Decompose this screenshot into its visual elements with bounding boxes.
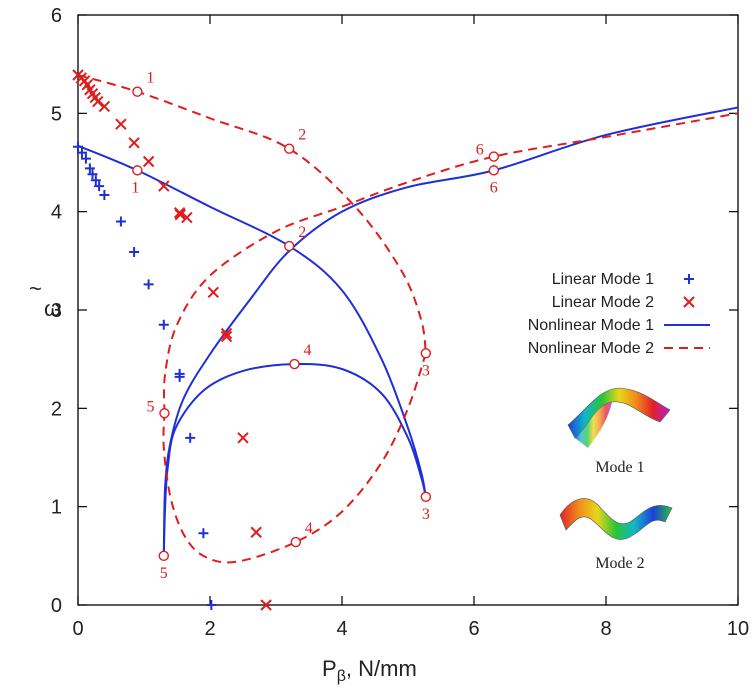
nonlinear-mode2-curve <box>77 74 427 354</box>
x-axis-unit: , N/mm <box>346 656 417 681</box>
linear-mode1-point <box>206 600 217 610</box>
point-marker <box>132 165 143 176</box>
legend: Linear Mode 1 Linear Mode 2 Nonlinear Mode… <box>528 271 710 357</box>
linear-mode1-point <box>115 216 126 227</box>
point-label: 1 <box>131 179 139 196</box>
legend-plus-swatch <box>684 274 694 284</box>
point-marker <box>158 550 170 562</box>
x-axis-subscript: β <box>337 668 346 685</box>
point-marker <box>132 86 143 97</box>
point-label: 2 <box>298 127 306 144</box>
linear-mode2-point <box>158 180 170 192</box>
point-label: 2 <box>298 224 306 241</box>
point-label: 3 <box>422 362 430 379</box>
linear-mode1-point <box>129 246 140 257</box>
curve-markers: 1 2 3 4 5 6 1 2 3 4 5 6 <box>131 70 499 582</box>
linear-mode2-point <box>115 118 127 130</box>
y-tick-label: 1 <box>51 497 62 519</box>
mode-shape-insets: Mode 1 Mode 2 <box>559 387 673 572</box>
point-marker <box>289 358 300 370</box>
linear-mode1-point <box>158 319 169 330</box>
nonlinear-mode2-curve <box>163 112 739 414</box>
x-axis-label: Pβ, N/mm <box>322 656 417 685</box>
linear-mode2-point <box>250 526 262 538</box>
point-marker <box>420 491 432 503</box>
point-label: 4 <box>303 342 311 359</box>
point-label: 4 <box>305 520 313 537</box>
linear-mode1-point <box>94 181 105 192</box>
mode2-shape-inset <box>559 498 673 540</box>
point-marker <box>420 348 432 359</box>
y-tick-label: 2 <box>51 398 62 420</box>
mode2-caption: Mode 2 <box>595 555 644 572</box>
nonlinear-mode1-curve <box>77 144 427 498</box>
point-label: 3 <box>422 506 430 523</box>
linear-mode2-point <box>237 432 249 444</box>
point-label: 1 <box>146 70 154 87</box>
legend-entry-label: Nonlinear Mode 2 <box>528 340 654 357</box>
point-label: 6 <box>476 142 484 159</box>
linear-mode2-point <box>173 206 186 219</box>
linear-mode2-point <box>181 211 193 224</box>
mode1-shape-face <box>575 402 612 448</box>
y-tick-label: 3 <box>51 300 62 322</box>
x-tick-label: 4 <box>336 618 347 640</box>
linear-mode2-point <box>128 137 140 149</box>
linear-mode1-point <box>99 189 110 200</box>
x-axis-symbol: P <box>322 656 337 681</box>
y-axis-tilde: ~ <box>29 276 42 301</box>
linear-mode1-point <box>143 279 154 290</box>
x-tick-label: 8 <box>600 618 611 640</box>
linear-mode2-point <box>220 327 233 340</box>
point-marker <box>284 240 295 252</box>
x-tick-label: 10 <box>727 618 749 640</box>
linear-mode1-point <box>73 141 83 152</box>
axis-ticks: 0 2 4 6 8 10 0 1 2 3 4 5 6 <box>51 5 749 640</box>
point-marker <box>488 165 499 176</box>
linear-mode2-point <box>92 95 104 108</box>
scatter-points <box>72 69 272 611</box>
legend-entry-label: Nonlinear Mode 1 <box>528 317 654 334</box>
linear-mode1-point <box>174 371 185 382</box>
point-marker <box>159 408 170 419</box>
linear-mode1-point <box>198 528 209 539</box>
linear-mode1-point <box>90 175 101 186</box>
linear-mode1-point <box>84 163 95 174</box>
mode1-caption: Mode 1 <box>595 459 644 476</box>
linear-mode1-point <box>185 432 196 443</box>
point-label: 5 <box>160 565 168 582</box>
point-marker <box>290 536 301 548</box>
linear-mode2-point <box>207 286 220 299</box>
point-marker <box>488 151 499 162</box>
y-tick-label: 0 <box>51 595 62 617</box>
linear-mode2-point <box>220 330 233 343</box>
x-tick-label: 0 <box>72 618 83 640</box>
linear-mode1-point <box>80 153 91 164</box>
legend-entry-label: Linear Mode 2 <box>552 294 654 311</box>
point-marker <box>284 143 295 154</box>
y-tick-label: 6 <box>51 5 62 27</box>
nonlinear-mode1-curve <box>162 362 427 556</box>
y-tick-label: 4 <box>51 202 62 224</box>
linear-mode2-point <box>142 155 155 168</box>
x-tick-label: 2 <box>204 618 215 640</box>
linear-mode2-point <box>260 599 272 611</box>
point-label: 5 <box>146 398 154 415</box>
x-tick-label: 6 <box>468 618 479 640</box>
legend-entry-label: Linear Mode 1 <box>552 271 654 288</box>
point-label: 6 <box>490 179 498 196</box>
y-axis-label: ω <box>44 296 61 321</box>
linear-mode1-point <box>87 169 98 180</box>
linear-mode2-point <box>98 100 111 113</box>
linear-mode1-point <box>76 147 87 158</box>
y-tick-label: 5 <box>51 103 62 125</box>
legend-cross-swatch <box>683 296 695 308</box>
